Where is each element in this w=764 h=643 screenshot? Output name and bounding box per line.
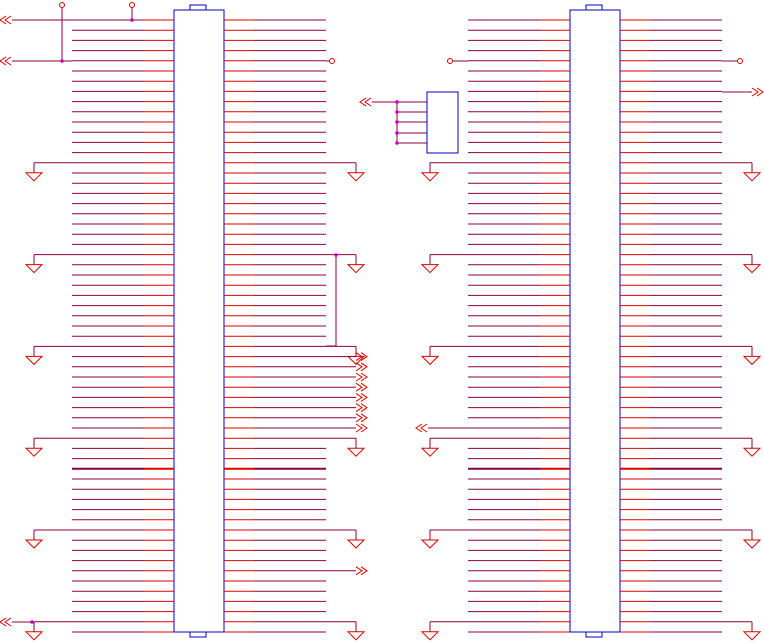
ground-symbol [24, 631, 44, 641]
off-page-arrow [415, 423, 428, 433]
ground-symbol [346, 264, 366, 274]
connector-right [569, 9, 621, 633]
junction [395, 141, 399, 145]
off-page-arrow [355, 413, 368, 423]
off-page-arrow [355, 362, 368, 372]
ground-symbol [346, 447, 366, 457]
ground-symbol [346, 539, 366, 549]
ground-symbol [346, 631, 366, 641]
ground-symbol [420, 172, 440, 182]
pin-end [129, 2, 135, 8]
ground-symbol [24, 172, 44, 182]
off-page-arrow [0, 15, 12, 25]
off-page-arrow [355, 423, 368, 433]
ground-symbol [24, 355, 44, 366]
connector-left [173, 9, 225, 633]
junction [130, 18, 134, 22]
ground-symbol [24, 539, 44, 549]
off-page-arrow [355, 392, 368, 402]
off-page-arrow [355, 352, 368, 362]
ground-symbol [420, 264, 440, 274]
pin-end [59, 2, 65, 8]
pin-end [447, 58, 453, 64]
off-page-arrow [355, 372, 368, 382]
ground-symbol [742, 172, 762, 182]
ground-symbol [742, 631, 762, 641]
connector-tab [189, 4, 207, 11]
off-page-arrow [355, 403, 368, 413]
ground-symbol [24, 264, 44, 274]
ground-symbol [742, 355, 762, 366]
junction [395, 120, 399, 124]
off-page-arrow [359, 97, 372, 107]
ground-symbol [420, 447, 440, 457]
ground-symbol [420, 631, 440, 641]
ground-symbol [24, 447, 44, 457]
pin-end [737, 58, 743, 64]
off-page-arrow [355, 566, 368, 576]
junction [395, 110, 399, 114]
junction [395, 100, 399, 104]
off-page-arrow [355, 382, 368, 392]
junction [30, 620, 34, 624]
pin-end [329, 58, 335, 64]
connector-tab [585, 4, 603, 11]
junction [60, 59, 64, 63]
ground-symbol [346, 172, 366, 182]
resistor-pack [426, 91, 459, 154]
off-page-arrow [0, 617, 12, 627]
connector-tab [189, 631, 207, 638]
off-page-arrow [0, 56, 12, 66]
ground-symbol [742, 264, 762, 274]
ground-symbol [742, 539, 762, 549]
connector-tab [585, 631, 603, 638]
junction [334, 253, 338, 257]
off-page-arrow [751, 87, 764, 97]
ground-symbol [742, 447, 762, 457]
junction [395, 131, 399, 135]
ground-symbol [420, 355, 440, 366]
ground-symbol [420, 539, 440, 549]
